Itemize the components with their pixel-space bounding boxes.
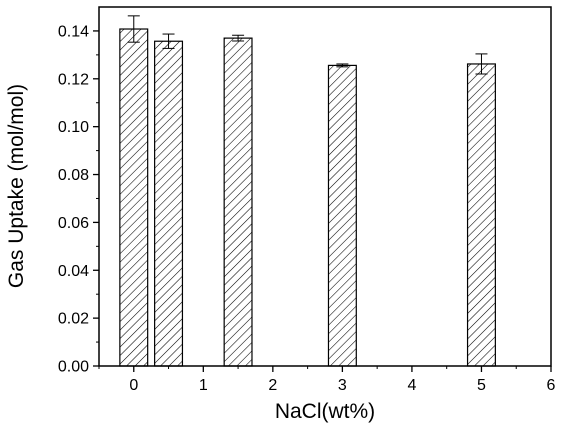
error-bar-1 — [162, 33, 175, 49]
y-tick-label-3: 0.06 — [58, 215, 89, 232]
bar-0 — [119, 28, 149, 367]
x-tick-label-5: 5 — [477, 377, 486, 394]
x-axis-ticks: 0 1 2 3 4 5 6 — [98, 366, 556, 394]
bar-3 — [327, 64, 357, 367]
error-bar-3 — [336, 63, 349, 68]
y-tick-label-6: 0.12 — [58, 71, 89, 88]
x-tick-label-6: 6 — [547, 377, 556, 394]
error-bars-layer — [127, 15, 488, 75]
y-tick-label-7: 0.14 — [58, 23, 89, 40]
y-axis-title: Gas Uptake (mol/mol) — [5, 84, 28, 288]
y-tick-label-0: 0.00 — [58, 359, 89, 376]
x-axis-title: NaCl(wt%) — [275, 400, 375, 423]
y-tick-label-5: 0.10 — [58, 119, 89, 136]
y-tick-label-2: 0.04 — [58, 263, 89, 280]
x-tick-label-4: 4 — [407, 377, 416, 394]
error-bar-4 — [475, 53, 488, 75]
bar-1 — [154, 40, 184, 367]
bar-4 — [466, 63, 496, 367]
bar-2 — [223, 37, 253, 367]
y-tick-label-1: 0.02 — [58, 311, 89, 328]
error-bar-2 — [232, 34, 245, 42]
x-tick-label-3: 3 — [338, 377, 347, 394]
error-bar-0 — [127, 15, 140, 43]
bars-layer — [119, 28, 496, 367]
x-tick-label-0: 0 — [129, 377, 138, 394]
x-tick-label-2: 2 — [268, 377, 277, 394]
plot-frame — [98, 6, 552, 367]
x-tick-label-1: 1 — [199, 377, 208, 394]
y-tick-label-4: 0.08 — [58, 167, 89, 184]
y-axis-ticks: 0.00 0.02 0.04 0.06 0.08 0.10 0.12 0.14 — [58, 23, 99, 376]
